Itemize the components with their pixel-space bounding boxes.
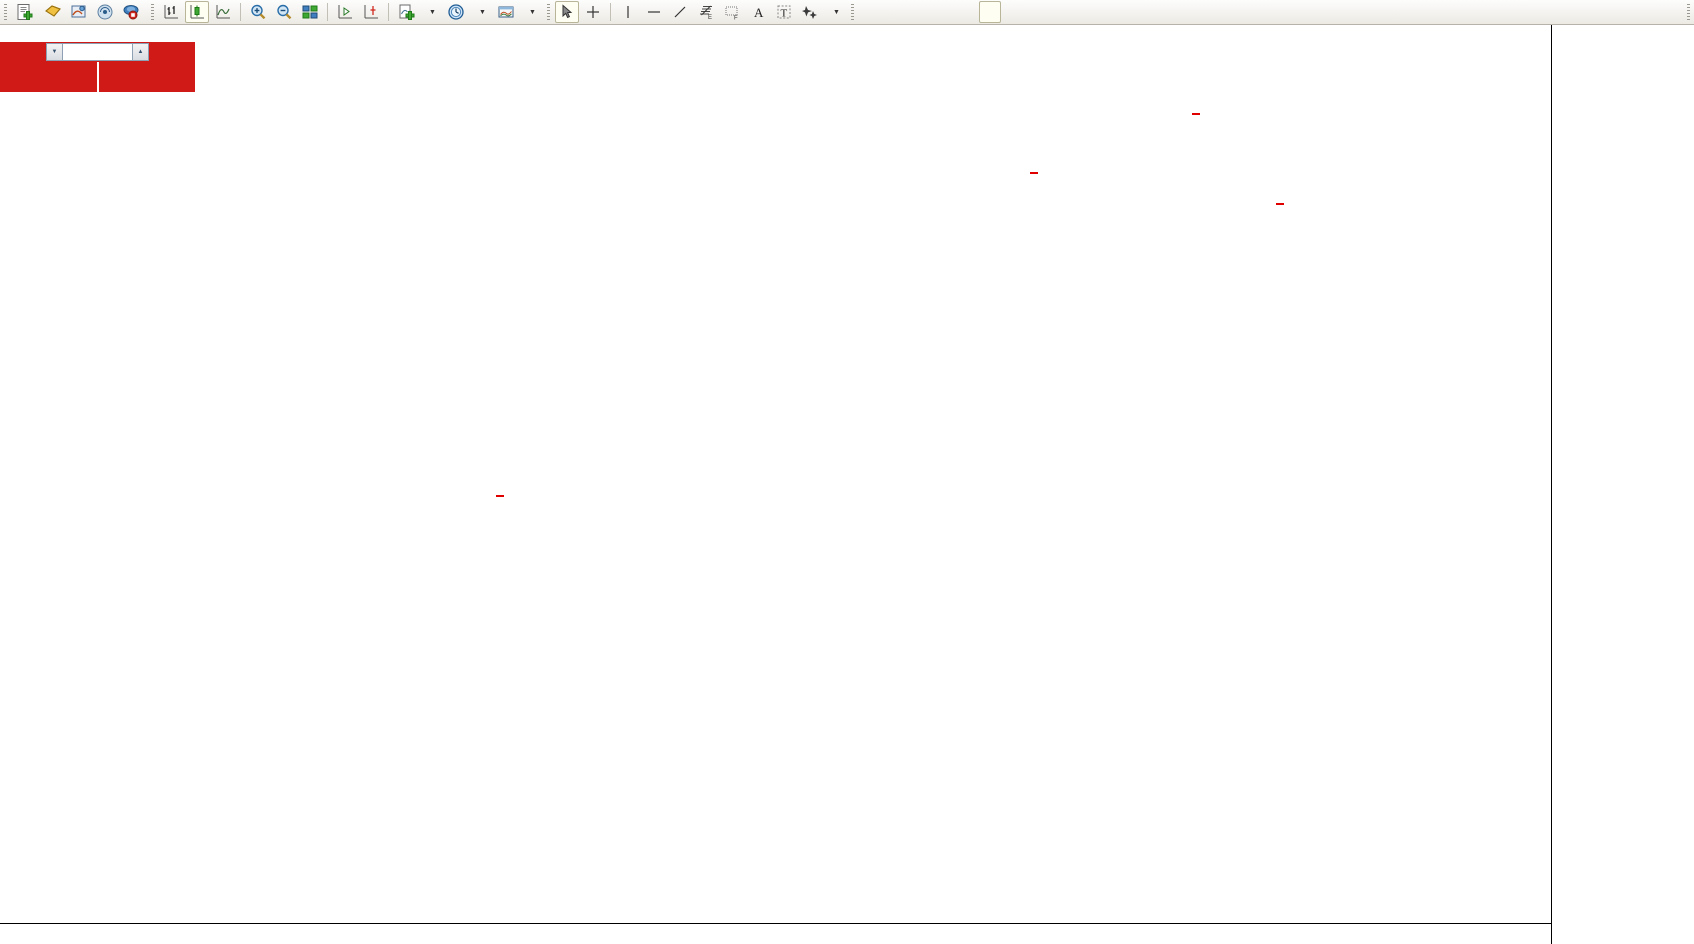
ocp-header-row: ▼ ▲ [0, 42, 195, 62]
timeframe-h4[interactable] [979, 1, 1001, 23]
sell-price[interactable] [0, 62, 97, 92]
toolbar-grip[interactable] [2, 2, 9, 22]
svg-text:E: E [708, 15, 712, 21]
trendline-icon[interactable] [668, 1, 692, 23]
volume-down-button[interactable]: ▼ [46, 43, 63, 61]
timeframe-m1[interactable] [859, 1, 881, 23]
ocp-price-row [0, 62, 195, 92]
timeframe-w1[interactable] [1027, 1, 1049, 23]
chevron-down-icon-2[interactable]: ▼ [479, 8, 486, 16]
timeframe-m30[interactable] [931, 1, 953, 23]
chevron-down-icon-4[interactable]: ▼ [833, 8, 840, 16]
equidistant-channel-icon[interactable]: F [720, 1, 744, 23]
add-indicator-icon[interactable] [394, 1, 418, 23]
horizontal-line-icon[interactable] [642, 1, 666, 23]
expert-advisor-icon[interactable] [41, 1, 65, 23]
price-axis[interactable] [1551, 25, 1694, 944]
toolbar-grip-right[interactable] [1685, 2, 1692, 22]
sell-button[interactable] [0, 42, 44, 62]
zoom-out-icon[interactable] [272, 1, 296, 23]
annotation-high[interactable] [1192, 113, 1200, 115]
svg-text:F: F [734, 16, 738, 22]
text-icon[interactable]: T [772, 1, 796, 23]
timeframe-m15[interactable] [907, 1, 929, 23]
toolbar-separator [240, 3, 241, 21]
shift-end-icon[interactable] [333, 1, 357, 23]
signals-icon[interactable] [93, 1, 117, 23]
svg-text:A: A [754, 5, 764, 20]
fibonacci-icon[interactable]: E [694, 1, 718, 23]
svg-text:T: T [781, 8, 788, 20]
annotation-target[interactable] [1276, 203, 1284, 205]
toolbar-separator-3 [388, 3, 389, 21]
candlestick-chart-icon[interactable] [185, 1, 209, 23]
timeframe-h1[interactable] [955, 1, 977, 23]
toolbar-grip-3[interactable] [545, 2, 552, 22]
main-toolbar: ▼ ▼ ▼ [0, 0, 1694, 25]
toolbar-separator-4 [610, 3, 611, 21]
zoom-in-icon[interactable] [246, 1, 270, 23]
crosshair-data-icon[interactable] [359, 1, 383, 23]
one-click-trading-panel[interactable]: ▼ ▲ [0, 42, 195, 92]
bar-chart-icon[interactable] [159, 1, 183, 23]
chevron-down-icon-3[interactable]: ▼ [529, 8, 536, 16]
crosshair-icon[interactable] [581, 1, 605, 23]
timeframe-d1[interactable] [1003, 1, 1025, 23]
vertical-line-icon[interactable] [616, 1, 640, 23]
autotrading-icon[interactable] [119, 1, 143, 23]
period-icon[interactable] [444, 1, 468, 23]
volume-input[interactable] [63, 43, 132, 61]
tile-windows-icon[interactable] [298, 1, 322, 23]
metaeditor-icon[interactable] [67, 1, 91, 23]
new-order-icon[interactable] [12, 1, 36, 23]
shapes-icon[interactable] [798, 1, 822, 23]
annotation-low[interactable] [496, 495, 504, 497]
chart-canvas[interactable] [0, 25, 1551, 944]
templates-icon[interactable] [494, 1, 518, 23]
volume-control[interactable]: ▼ ▲ [44, 42, 151, 62]
text-label-icon[interactable]: A [746, 1, 770, 23]
timeframe-m5[interactable] [883, 1, 905, 23]
line-chart-icon[interactable] [211, 1, 235, 23]
toolbar-grip-2[interactable] [149, 2, 156, 22]
timeframe-mn[interactable] [1051, 1, 1073, 23]
cursor-icon[interactable] [555, 1, 579, 23]
time-axis[interactable] [0, 923, 1551, 944]
chevron-down-icon[interactable]: ▼ [429, 8, 436, 16]
volume-up-button[interactable]: ▲ [132, 43, 149, 61]
buy-button[interactable] [151, 42, 195, 62]
annotation-support-level[interactable] [1030, 172, 1038, 174]
buy-price[interactable] [98, 62, 195, 92]
toolbar-separator-2 [327, 3, 328, 21]
toolbar-grip-4[interactable] [849, 2, 856, 22]
